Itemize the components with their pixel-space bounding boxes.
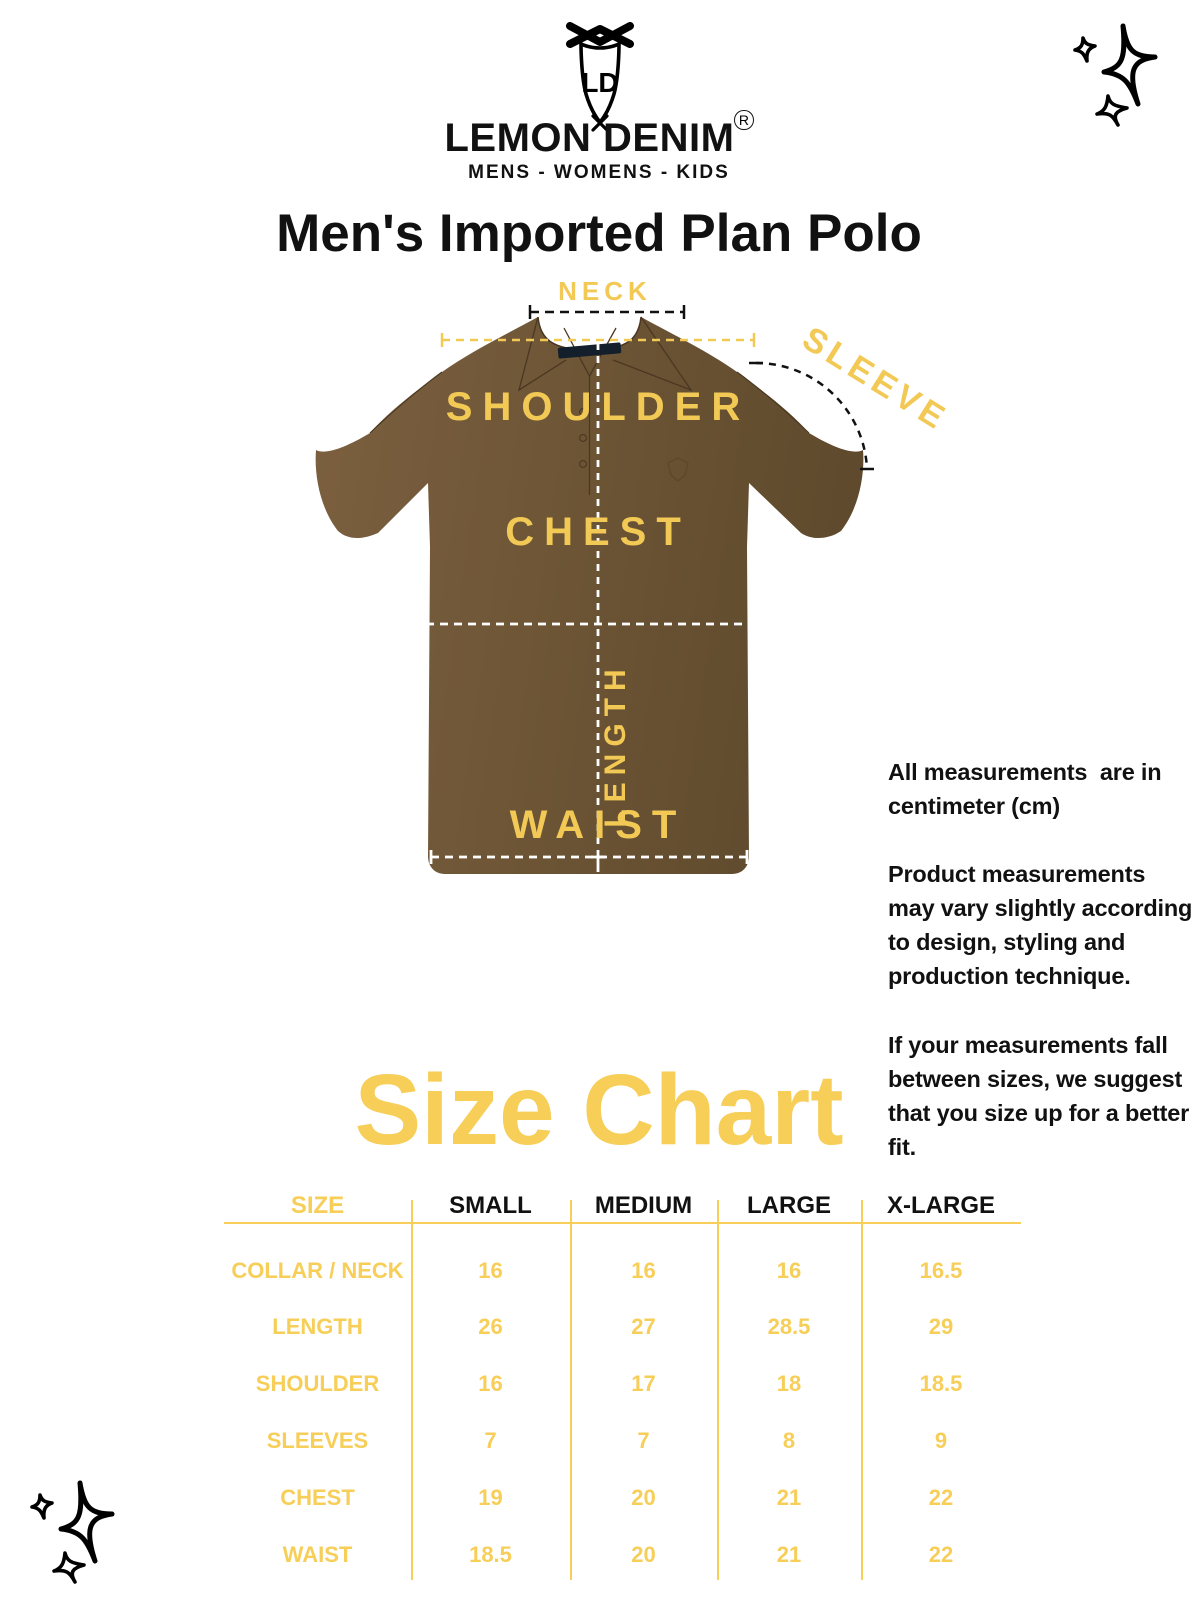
svg-text:WAIST: WAIST [510,803,687,847]
svg-text:SHOULDER: SHOULDER [446,385,750,429]
svg-text:LENGTH: LENGTH [599,662,632,827]
svg-text:SLEEVE: SLEEVE [796,320,955,439]
svg-text:NECK: NECK [558,276,652,306]
svg-text:CHEST: CHEST [505,510,691,554]
